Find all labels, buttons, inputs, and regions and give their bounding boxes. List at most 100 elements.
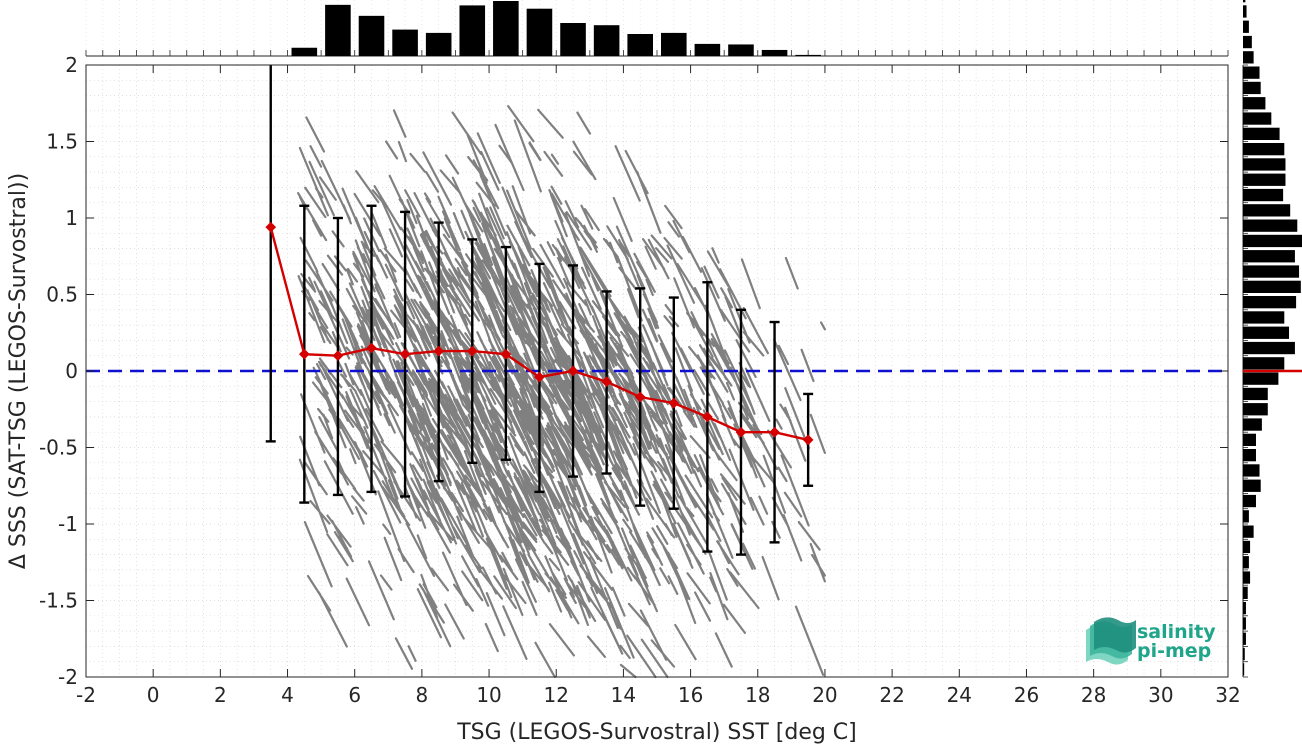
mean-marker — [466, 345, 478, 357]
mean-marker — [702, 411, 713, 423]
right-hist-bar — [1243, 326, 1290, 339]
right-hist-bar — [1243, 204, 1291, 217]
top-hist-bar — [425, 32, 452, 56]
top-hist-bar — [526, 8, 553, 56]
right-hist-bar — [1243, 173, 1286, 186]
right-hist-bar — [1243, 571, 1251, 584]
top-hist-bar — [325, 4, 351, 57]
mean-marker — [769, 426, 780, 438]
x-tick-label: 2 — [214, 683, 227, 707]
top-hist-bar — [493, 1, 519, 56]
mean-marker — [298, 348, 310, 360]
right-hist-bar — [1243, 387, 1268, 401]
error-bar — [265, 65, 276, 443]
y-axis-label: Δ SSS (SAT-TSG (LEGOS-Survostral)) — [6, 173, 31, 569]
salinity-pimep-logo: salinity pi-mep — [1086, 617, 1216, 665]
top-hist-bar — [661, 32, 687, 56]
right-histogram — [1242, 0, 1302, 678]
binned-mean-series — [265, 221, 814, 446]
top-histogram — [85, 0, 1229, 57]
x-tick-label: 4 — [281, 683, 294, 707]
x-tick-label: -2 — [76, 683, 96, 707]
y-tick-label: 2 — [65, 53, 78, 77]
right-hist-bar — [1243, 66, 1260, 79]
top-hist-bar — [761, 49, 788, 56]
top-hist-bar — [392, 29, 418, 56]
right-hist-bar — [1243, 449, 1256, 462]
mean-marker — [735, 426, 747, 438]
right-hist-bar — [1243, 525, 1254, 538]
top-hist-bar — [795, 54, 821, 56]
top-hist-bar — [728, 44, 754, 56]
mean-marker — [634, 391, 646, 403]
right-hist-bar — [1243, 5, 1247, 18]
x-tick-label: 20 — [812, 683, 837, 707]
right-hist-bar — [1243, 602, 1246, 615]
right-hist-bar — [1243, 219, 1298, 232]
right-hist-bar — [1243, 510, 1249, 523]
right-hist-bar — [1243, 97, 1266, 110]
y-tick-label: -0.5 — [39, 436, 78, 460]
x-tick-label: 16 — [678, 683, 703, 707]
mean-marker — [265, 221, 277, 233]
right-hist-bar — [1243, 311, 1285, 324]
right-hist-bar — [1243, 158, 1286, 171]
right-hist-bar — [1243, 586, 1248, 599]
right-hist-bar — [1243, 403, 1268, 416]
right-hist-bar — [1243, 296, 1297, 309]
top-hist-bar — [358, 15, 385, 57]
x-tick-label: 18 — [745, 683, 770, 707]
y-tick-label: 1 — [65, 206, 78, 230]
x-axis-label: TSG (LEGOS-Survostral) SST [deg C] — [456, 720, 857, 745]
right-hist-bar — [1243, 265, 1300, 278]
right-hist-bar — [1243, 418, 1262, 431]
y-tick-label: 0.5 — [46, 283, 78, 307]
right-hist-bar — [1243, 250, 1295, 263]
y-tick-label: 1.5 — [46, 130, 78, 154]
right-hist-bar — [1243, 81, 1261, 95]
top-hist-bar — [459, 5, 486, 56]
right-hist-bar — [1243, 127, 1280, 140]
mean-marker — [399, 348, 411, 360]
x-tick-label: 22 — [879, 683, 904, 707]
mean-marker — [534, 371, 545, 383]
right-hist-bar — [1243, 35, 1252, 49]
right-hist-bar — [1243, 143, 1285, 156]
right-hist-bar — [1243, 372, 1279, 385]
waves-icon — [1086, 617, 1136, 665]
x-tick-label: 26 — [1014, 683, 1039, 707]
right-hist-bar — [1243, 433, 1256, 446]
mean-marker — [332, 350, 344, 362]
top-hist-bar — [291, 47, 318, 56]
y-tick-label: -1 — [58, 512, 78, 536]
right-hist-bar — [1243, 617, 1246, 630]
x-axis-ticks: -2 0 2 4 6 8 10 12 14 16 18 20 22 24 26 28 30 32 — [76, 65, 1241, 707]
mean-marker — [433, 345, 445, 357]
right-hist-bar — [1243, 494, 1256, 508]
mean-marker — [500, 348, 512, 360]
right-hist-bar — [1243, 20, 1249, 33]
x-tick-label: 32 — [1215, 683, 1240, 707]
x-tick-label: 6 — [348, 683, 361, 707]
right-hist-bar — [1243, 112, 1272, 125]
x-tick-label: 28 — [1081, 683, 1106, 707]
right-hist-bar — [1243, 663, 1245, 676]
right-hist-bar — [1243, 188, 1284, 202]
main-axes: -2 0 2 4 6 8 10 12 14 16 18 20 22 24 26 28 30 32 -2-1.5-1… — [39, 53, 1241, 707]
right-hist-bar — [1243, 540, 1251, 554]
x-tick-label: 0 — [147, 683, 160, 707]
top-hist-bar — [627, 34, 653, 56]
mean-marker — [601, 376, 612, 388]
right-hist-bar — [1243, 280, 1301, 293]
mean-marker — [802, 434, 814, 446]
x-tick-label: 30 — [1148, 683, 1173, 707]
right-hist-bar — [1243, 51, 1254, 64]
right-hist-bar — [1243, 632, 1246, 645]
x-tick-label: 10 — [476, 683, 501, 707]
top-hist-bar — [593, 25, 620, 56]
right-hist-bar — [1243, 234, 1302, 248]
mean-marker — [668, 397, 680, 409]
x-tick-label: 14 — [611, 683, 636, 707]
y-axis-ticks: -2 -1.5 -1 -0.5 0 0.5 1 1.5 2 — [39, 53, 1228, 689]
